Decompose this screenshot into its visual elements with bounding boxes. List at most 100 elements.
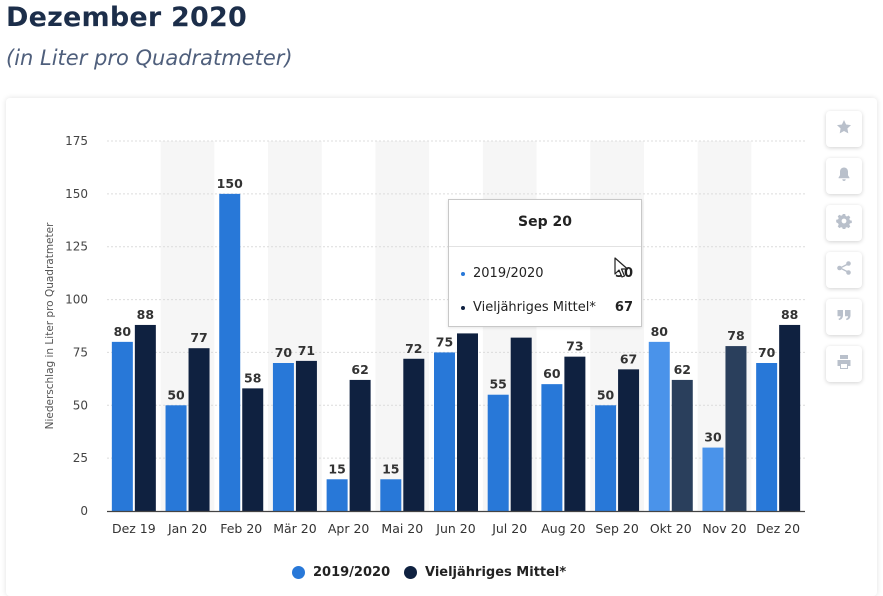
- series2-dot-icon: [461, 305, 465, 310]
- quote-icon: [836, 307, 852, 327]
- tooltip-label: Vieljähriges Mittel*: [473, 300, 596, 315]
- legend-item-series2[interactable]: Vieljähriges Mittel*: [404, 565, 566, 580]
- bar-series1: [272, 363, 294, 511]
- bar-series1: [434, 352, 455, 511]
- tooltip-title: Sep 20: [518, 214, 572, 230]
- data-label: 71: [298, 343, 315, 358]
- bar-series1: [380, 479, 402, 511]
- legend-dot-icon: [292, 566, 305, 579]
- legend-item-series1[interactable]: 2019/2020: [292, 565, 390, 580]
- data-label: 62: [351, 362, 368, 377]
- bar-series1: [595, 405, 617, 511]
- data-label: 77: [190, 330, 207, 345]
- data-label: 88: [137, 307, 154, 322]
- bar-series2: [188, 348, 210, 511]
- page-title: Dezember 2020: [6, 2, 247, 33]
- bar-series1: [756, 363, 778, 511]
- data-label: 78: [727, 328, 744, 343]
- bar-series2: [618, 369, 640, 511]
- bar-series2: [564, 356, 586, 511]
- y-tick-label: 175: [65, 134, 88, 148]
- data-label: 60: [543, 366, 561, 381]
- y-tick-label: 25: [73, 451, 88, 465]
- x-tick-label: Sep 20: [595, 521, 638, 536]
- legend-label: Vieljähriges Mittel*: [425, 565, 567, 580]
- data-label: 50: [597, 387, 615, 402]
- data-label: 55: [489, 377, 506, 392]
- page-subtitle: (in Liter pro Quadratmeter): [6, 46, 293, 70]
- x-tick-label: Feb 20: [220, 521, 262, 536]
- gear-icon: [836, 213, 852, 233]
- data-label: 80: [114, 324, 132, 339]
- x-tick-label: Aug 20: [541, 521, 585, 536]
- share-button[interactable]: [826, 252, 862, 288]
- bar-series2: [349, 379, 371, 511]
- data-label: 73: [566, 339, 583, 354]
- bar-series2: [134, 324, 156, 511]
- y-tick-label: 0: [80, 504, 88, 518]
- bar-series2: [510, 337, 532, 511]
- notification-button[interactable]: [826, 158, 862, 194]
- series1-dot-icon: [461, 271, 465, 276]
- legend-dot-icon: [404, 566, 417, 579]
- cite-button[interactable]: [826, 299, 862, 335]
- tooltip-row-series2: Vieljähriges Mittel*: [461, 300, 596, 315]
- data-label: 150: [217, 176, 243, 191]
- share-icon: [836, 260, 852, 280]
- bar-series1: [111, 341, 133, 511]
- data-label: 67: [620, 351, 637, 366]
- legend-label: 2019/2020: [313, 565, 391, 580]
- y-axis-title: Niederschlag in Liter pro Quadratmeter: [44, 222, 56, 429]
- star-icon: [836, 119, 852, 139]
- data-label: 30: [704, 430, 722, 445]
- y-tick-label: 50: [73, 398, 88, 412]
- bar-series1: [165, 405, 187, 511]
- y-tick-label: 75: [73, 345, 88, 359]
- bar-series2: [242, 388, 264, 511]
- bar-series2: [671, 379, 693, 511]
- favorite-button[interactable]: [826, 111, 862, 147]
- y-tick-label: 125: [65, 240, 88, 254]
- data-label: 15: [328, 461, 345, 476]
- bar-series1: [648, 341, 670, 511]
- x-tick-label: Dez 20: [756, 521, 800, 536]
- x-tick-label: Apr 20: [328, 521, 370, 536]
- bar-series1: [219, 193, 241, 511]
- data-label: 75: [436, 334, 453, 349]
- chart-tooltip: Sep 20 2019/2020 50 Vieljähriges Mittel*…: [448, 199, 642, 327]
- x-tick-label: Jun 20: [435, 521, 475, 536]
- bar-series1: [326, 479, 348, 511]
- tooltip-divider: [449, 246, 641, 247]
- x-tick-label: Jan 20: [167, 521, 207, 536]
- data-label: 62: [674, 362, 691, 377]
- bar-series2: [295, 360, 317, 511]
- data-label: 15: [382, 461, 399, 476]
- data-label: 72: [405, 341, 422, 356]
- mouse-cursor-icon: [614, 257, 629, 278]
- x-tick-label: Dez 19: [112, 521, 156, 536]
- print-button[interactable]: [826, 346, 862, 382]
- x-tick-label: Nov 20: [702, 521, 746, 536]
- x-tick-label: Jul 20: [491, 521, 527, 536]
- x-tick-label: Okt 20: [650, 521, 692, 536]
- data-label: 50: [167, 387, 185, 402]
- y-tick-label: 150: [65, 187, 88, 201]
- print-icon: [836, 354, 852, 374]
- data-label: 70: [275, 345, 293, 360]
- settings-button[interactable]: [826, 205, 862, 241]
- data-label: 58: [244, 370, 261, 385]
- bar-series1: [541, 384, 563, 511]
- bell-icon: [836, 166, 852, 186]
- data-label: 80: [651, 324, 669, 339]
- bar-series1: [702, 447, 724, 511]
- data-label: 70: [758, 345, 776, 360]
- bar-series1: [487, 394, 509, 511]
- y-tick-label: 100: [65, 293, 88, 307]
- bar-series2: [779, 324, 801, 511]
- tooltip-value: 67: [614, 300, 633, 315]
- bar-series2: [403, 358, 425, 511]
- data-label: 88: [781, 307, 798, 322]
- x-tick-label: Mai 20: [381, 521, 423, 536]
- x-tick-label: Mär 20: [273, 521, 317, 536]
